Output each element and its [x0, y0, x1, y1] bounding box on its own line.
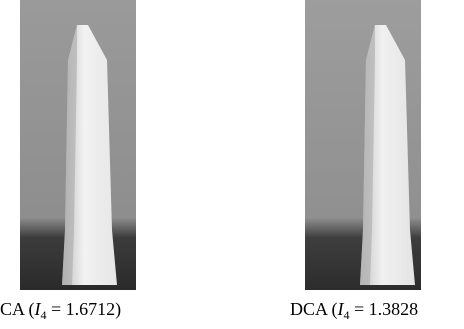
caption-suffix: = 1.3828 [350, 299, 419, 319]
image-right [305, 0, 421, 290]
caption-prefix: DCA ( [290, 299, 338, 319]
caption-suffix: = 1.6712) [47, 299, 122, 319]
figure-page: CA (I4 = 1.6712) DCA (I4 = 1.3828 {"figu… [0, 0, 464, 329]
caption: CA (I4 = 1.6712) [0, 298, 121, 326]
image-left [20, 0, 136, 290]
caption: DCA (I4 = 1.3828 [290, 298, 418, 326]
caption-prefix: CA ( [0, 299, 35, 319]
